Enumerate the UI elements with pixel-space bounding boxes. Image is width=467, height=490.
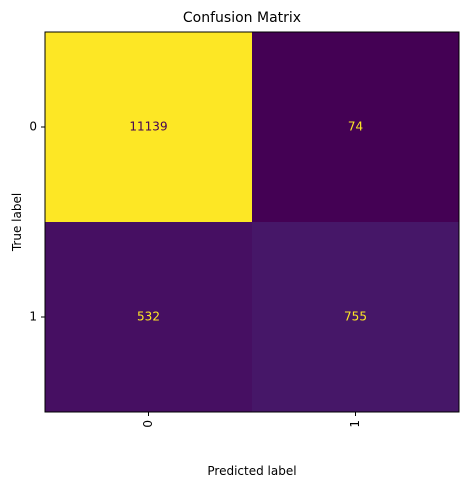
- x-axis-label: Predicted label: [207, 464, 296, 478]
- y-tick-label-0: 0: [29, 120, 37, 134]
- x-tick-label-0: 0: [141, 420, 155, 428]
- heatmap-cell-r0-c0: [45, 32, 252, 222]
- plot-frame: [44, 31, 460, 413]
- y-axis-label: True label: [10, 193, 24, 252]
- heatmap-cells: [45, 32, 459, 412]
- cell-value-r0-c1: 74: [348, 120, 363, 134]
- heatmap-cell-r1-c0: [45, 222, 252, 412]
- heatmap-cell-r0-c1: [252, 32, 459, 222]
- cell-value-r1-c0: 532: [137, 310, 160, 324]
- y-axis-ticks: 01: [29, 120, 45, 324]
- heatmap-cell-labels: 11139 74 532 755: [129, 120, 367, 324]
- chart-title: Confusion Matrix: [183, 10, 301, 26]
- cell-value-r1-c1: 755: [344, 310, 367, 324]
- heatmap-cell-r1-c1: [252, 222, 459, 412]
- y-tick-label-1: 1: [29, 310, 37, 324]
- x-tick-label-1: 1: [348, 420, 362, 428]
- cell-value-r0-c0: 11139: [129, 120, 167, 134]
